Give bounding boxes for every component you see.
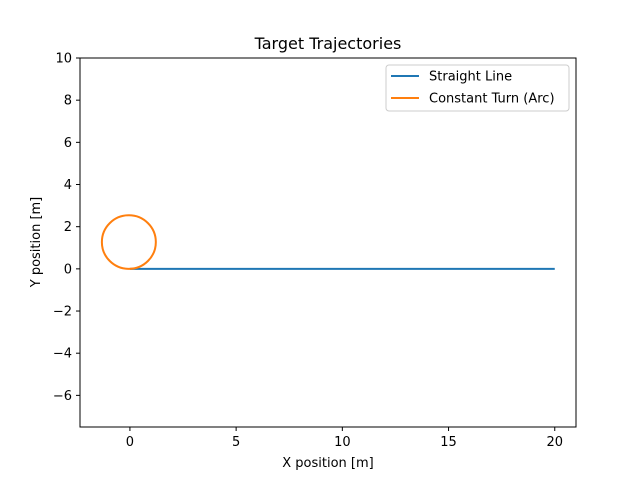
plot-area xyxy=(100,214,555,270)
legend-label-constant-turn: Constant Turn (Arc) xyxy=(429,92,555,107)
x-axis-label: X position [m] xyxy=(282,456,373,471)
y-axis: −6 −4 −2 0 2 4 6 8 10 xyxy=(53,52,80,404)
y-tick-label: −2 xyxy=(53,305,72,320)
y-tick-label: 8 xyxy=(64,94,72,109)
plot-frame xyxy=(79,57,577,428)
y-tick-label: 2 xyxy=(64,220,72,235)
x-tick-label: 5 xyxy=(232,435,240,450)
x-tick-label: 15 xyxy=(440,435,457,450)
series-line-constant-turn xyxy=(100,214,157,270)
y-tick-label: −6 xyxy=(53,389,72,404)
x-axis: 0 5 10 15 20 xyxy=(126,427,563,450)
x-tick-label: 20 xyxy=(546,435,563,450)
y-tick-label: 10 xyxy=(55,52,72,67)
y-tick-label: 6 xyxy=(64,136,72,151)
chart-title: Target Trajectories xyxy=(254,34,402,53)
x-tick-label: 10 xyxy=(334,435,351,450)
x-tick-label: 0 xyxy=(126,435,134,450)
legend: Straight Line Constant Turn (Arc) xyxy=(385,64,570,112)
y-tick-label: 4 xyxy=(64,178,72,193)
y-tick-label: −4 xyxy=(53,347,72,362)
y-axis-label: Y position [m] xyxy=(29,197,44,289)
legend-label-straight-line: Straight Line xyxy=(429,70,512,85)
legend-box xyxy=(385,64,570,112)
y-tick-label: 0 xyxy=(64,262,72,277)
